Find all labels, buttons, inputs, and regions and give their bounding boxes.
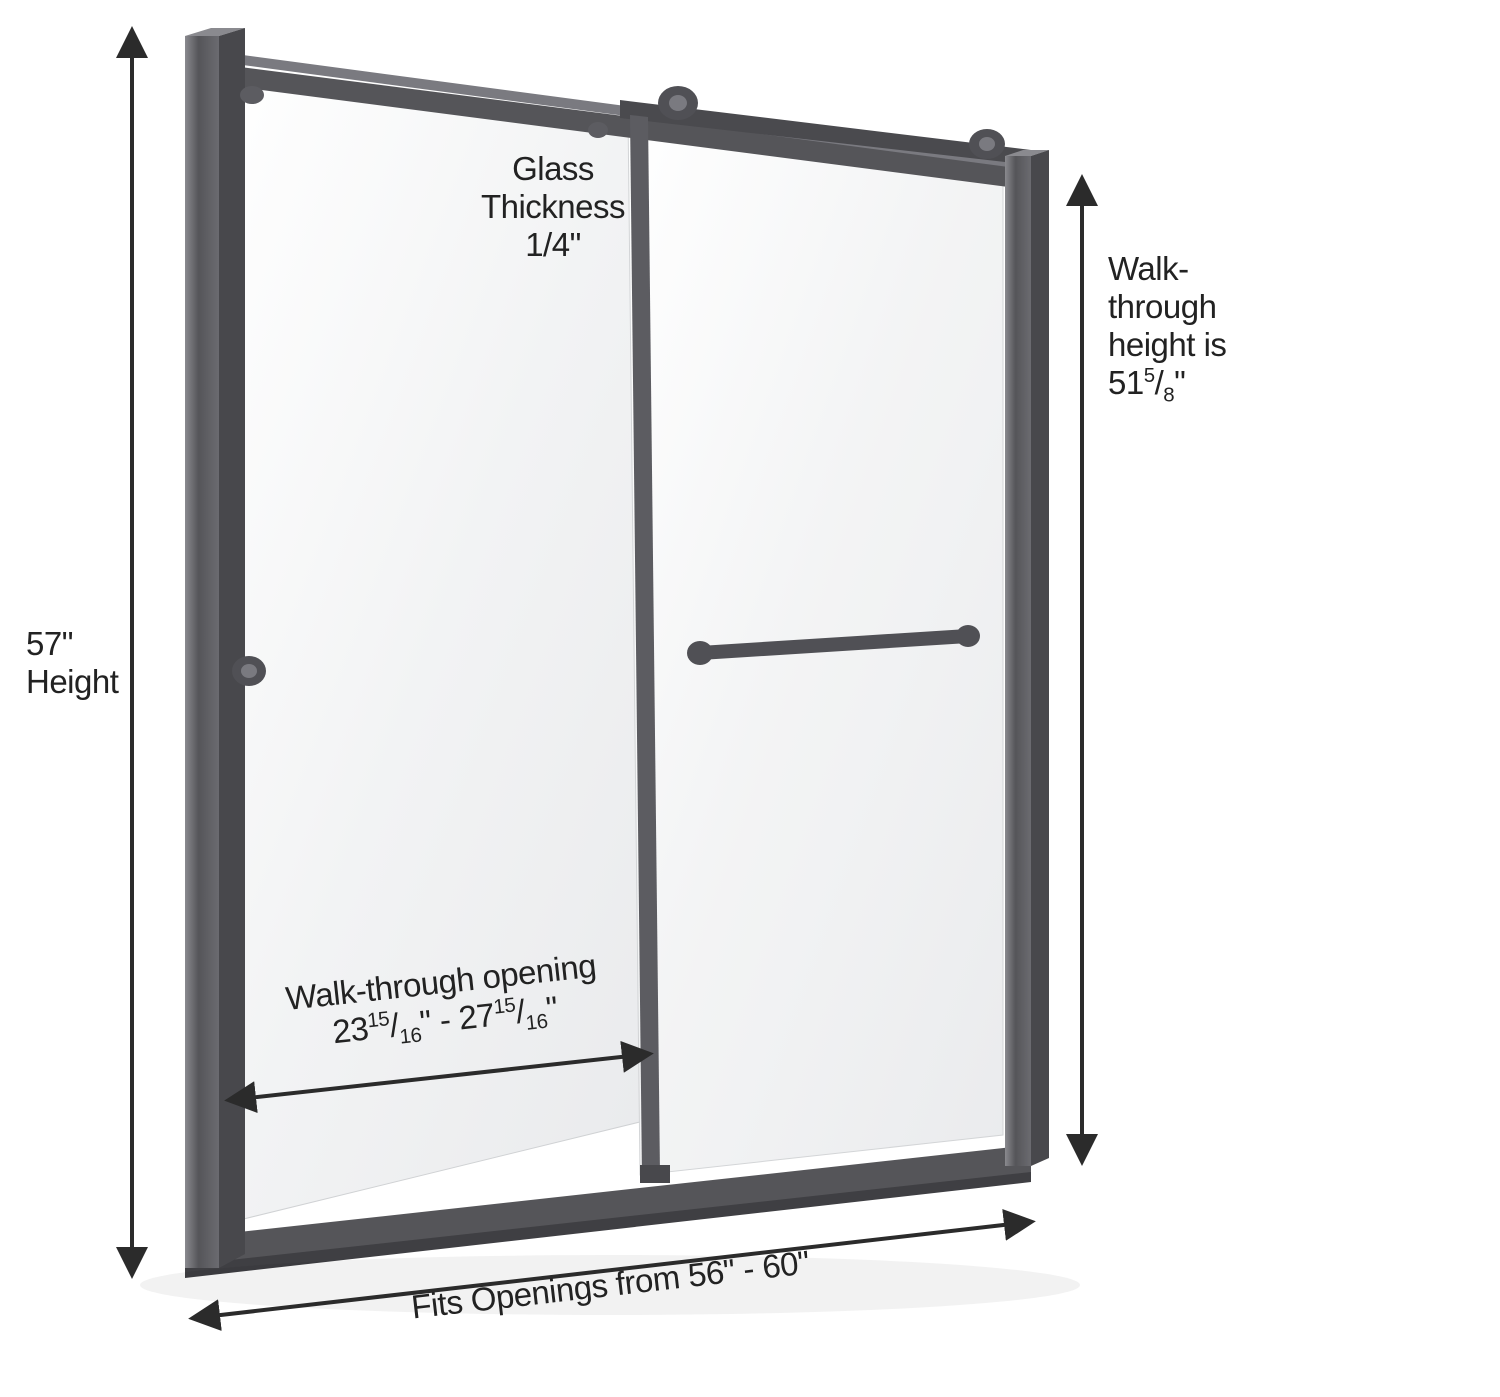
diagram-stage: 57" Height Glass Thickness 1/4" Walk-thr… [0, 0, 1500, 1397]
diagram-svg [0, 0, 1500, 1397]
label-walkthrough-height: Walk-throughheight is 515/8" [1108, 250, 1278, 407]
label-height-word: Height [26, 663, 118, 701]
label-height-value: 57" [26, 625, 118, 663]
label-glass-thickness: Glass Thickness 1/4" [468, 150, 638, 264]
label-height: 57" Height [26, 625, 118, 701]
